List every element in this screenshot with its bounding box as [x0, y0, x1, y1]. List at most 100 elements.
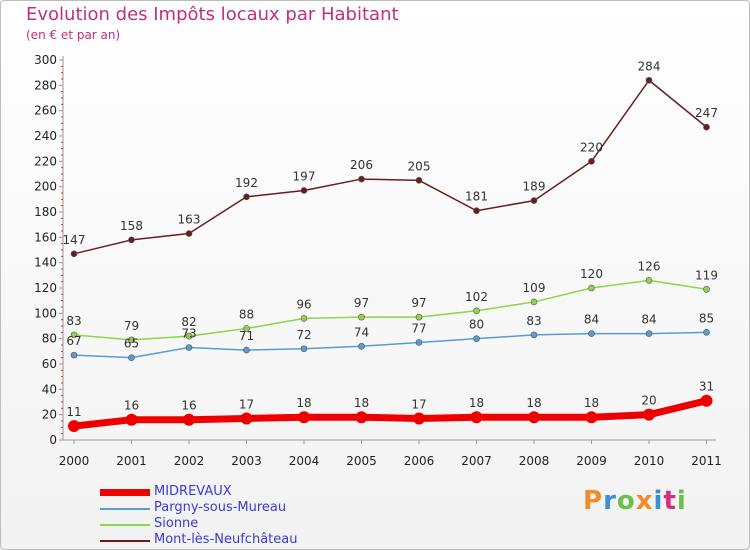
data-label: 73: [181, 327, 196, 341]
data-point: [298, 411, 310, 424]
data-point: [243, 346, 250, 354]
data-point: [703, 285, 710, 293]
data-label: 247: [695, 106, 718, 120]
data-point: [470, 411, 483, 424]
data-label: 83: [526, 314, 541, 328]
data-point: [415, 313, 423, 321]
data-label: 189: [523, 180, 546, 194]
data-label: 71: [239, 329, 254, 343]
data-label: 17: [411, 397, 426, 411]
x-tick-label: 2003: [231, 454, 262, 468]
x-tick-label: 2001: [116, 454, 147, 468]
data-point: [240, 412, 253, 425]
data-point: [588, 158, 595, 165]
data-label: 88: [239, 308, 254, 322]
y-tick-label: 20: [42, 408, 57, 422]
data-point: [70, 250, 78, 258]
proxiti-logo: Proxiti: [583, 486, 687, 516]
data-point: [128, 354, 135, 361]
y-tick-label: 40: [42, 382, 57, 396]
data-point: [355, 411, 368, 424]
data-point: [243, 325, 250, 332]
data-label: 11: [66, 405, 81, 419]
data-label: 181: [465, 190, 488, 204]
y-tick-label: 220: [34, 154, 57, 168]
data-label: 96: [296, 297, 311, 311]
data-point: [70, 351, 78, 359]
data-label: 120: [580, 267, 603, 281]
data-point: [645, 277, 653, 284]
data-point: [358, 175, 365, 183]
data-point: [415, 177, 423, 184]
data-label: 17: [239, 397, 254, 411]
data-label: 205: [408, 159, 431, 173]
chart-title: Evolution des Impôts locaux par Habitant: [26, 4, 399, 25]
legend-swatch: [100, 540, 150, 542]
legend-label: Pargny-sous-Mureau: [154, 500, 287, 515]
data-label: 206: [350, 158, 373, 172]
data-label: 20: [641, 394, 656, 408]
data-label: 192: [235, 176, 258, 190]
x-tick-label: 2007: [461, 454, 492, 468]
data-label: 126: [638, 259, 661, 273]
data-point: [528, 411, 540, 424]
data-label: 197: [293, 169, 316, 183]
legend-label: Sionne: [154, 516, 199, 531]
data-point: [358, 342, 365, 350]
data-label: 84: [641, 313, 656, 327]
series-line-3: [73, 79, 707, 255]
data-point: [358, 313, 365, 321]
y-tick-label: 0: [49, 433, 57, 447]
data-label: 67: [66, 334, 81, 348]
data-point: [300, 345, 308, 353]
data-point: [585, 411, 598, 424]
x-tick-label: 2002: [174, 454, 205, 468]
data-label: 102: [465, 290, 488, 304]
data-label: 147: [63, 233, 86, 247]
data-point: [185, 344, 193, 351]
data-point: [125, 413, 138, 426]
data-label: 74: [354, 325, 369, 339]
data-point: [700, 394, 713, 407]
y-tick-label: 100: [34, 306, 57, 320]
data-label: 97: [354, 296, 369, 310]
data-label: 18: [584, 396, 599, 410]
x-tick-label: 2004: [289, 454, 320, 468]
data-label: 80: [469, 318, 484, 332]
data-label: 16: [124, 399, 139, 413]
data-point: [703, 123, 710, 131]
x-tick-label: 2000: [59, 454, 90, 468]
y-tick-label: 60: [42, 357, 57, 371]
data-label: 82: [181, 315, 196, 329]
data-label: 77: [411, 321, 426, 335]
y-tick-label: 260: [34, 104, 57, 118]
data-point: [413, 412, 425, 425]
data-point: [703, 329, 710, 336]
data-point: [473, 207, 480, 215]
data-label: 97: [411, 296, 426, 310]
data-point: [588, 330, 595, 337]
x-tick-label: 2011: [691, 454, 722, 468]
data-label: 119: [695, 268, 718, 282]
data-point: [645, 330, 653, 337]
data-label: 18: [296, 396, 311, 410]
data-point: [415, 339, 423, 346]
series-line-0: [73, 397, 708, 430]
data-label: 18: [469, 396, 484, 410]
y-tick-label: 180: [34, 205, 57, 219]
data-label: 220: [580, 140, 603, 154]
data-label: 83: [66, 314, 81, 328]
y-tick-label: 300: [34, 53, 57, 67]
legend-swatch: [100, 524, 150, 526]
data-label: 79: [124, 319, 139, 333]
series-line-2: [73, 279, 707, 341]
data-label: 72: [296, 328, 311, 342]
data-point: [185, 230, 193, 237]
legend-label: Mont-lès-Neufchâteau: [154, 532, 298, 547]
data-point: [643, 408, 655, 421]
data-point: [70, 331, 78, 339]
y-tick-label: 120: [34, 281, 57, 295]
data-point: [645, 76, 653, 84]
